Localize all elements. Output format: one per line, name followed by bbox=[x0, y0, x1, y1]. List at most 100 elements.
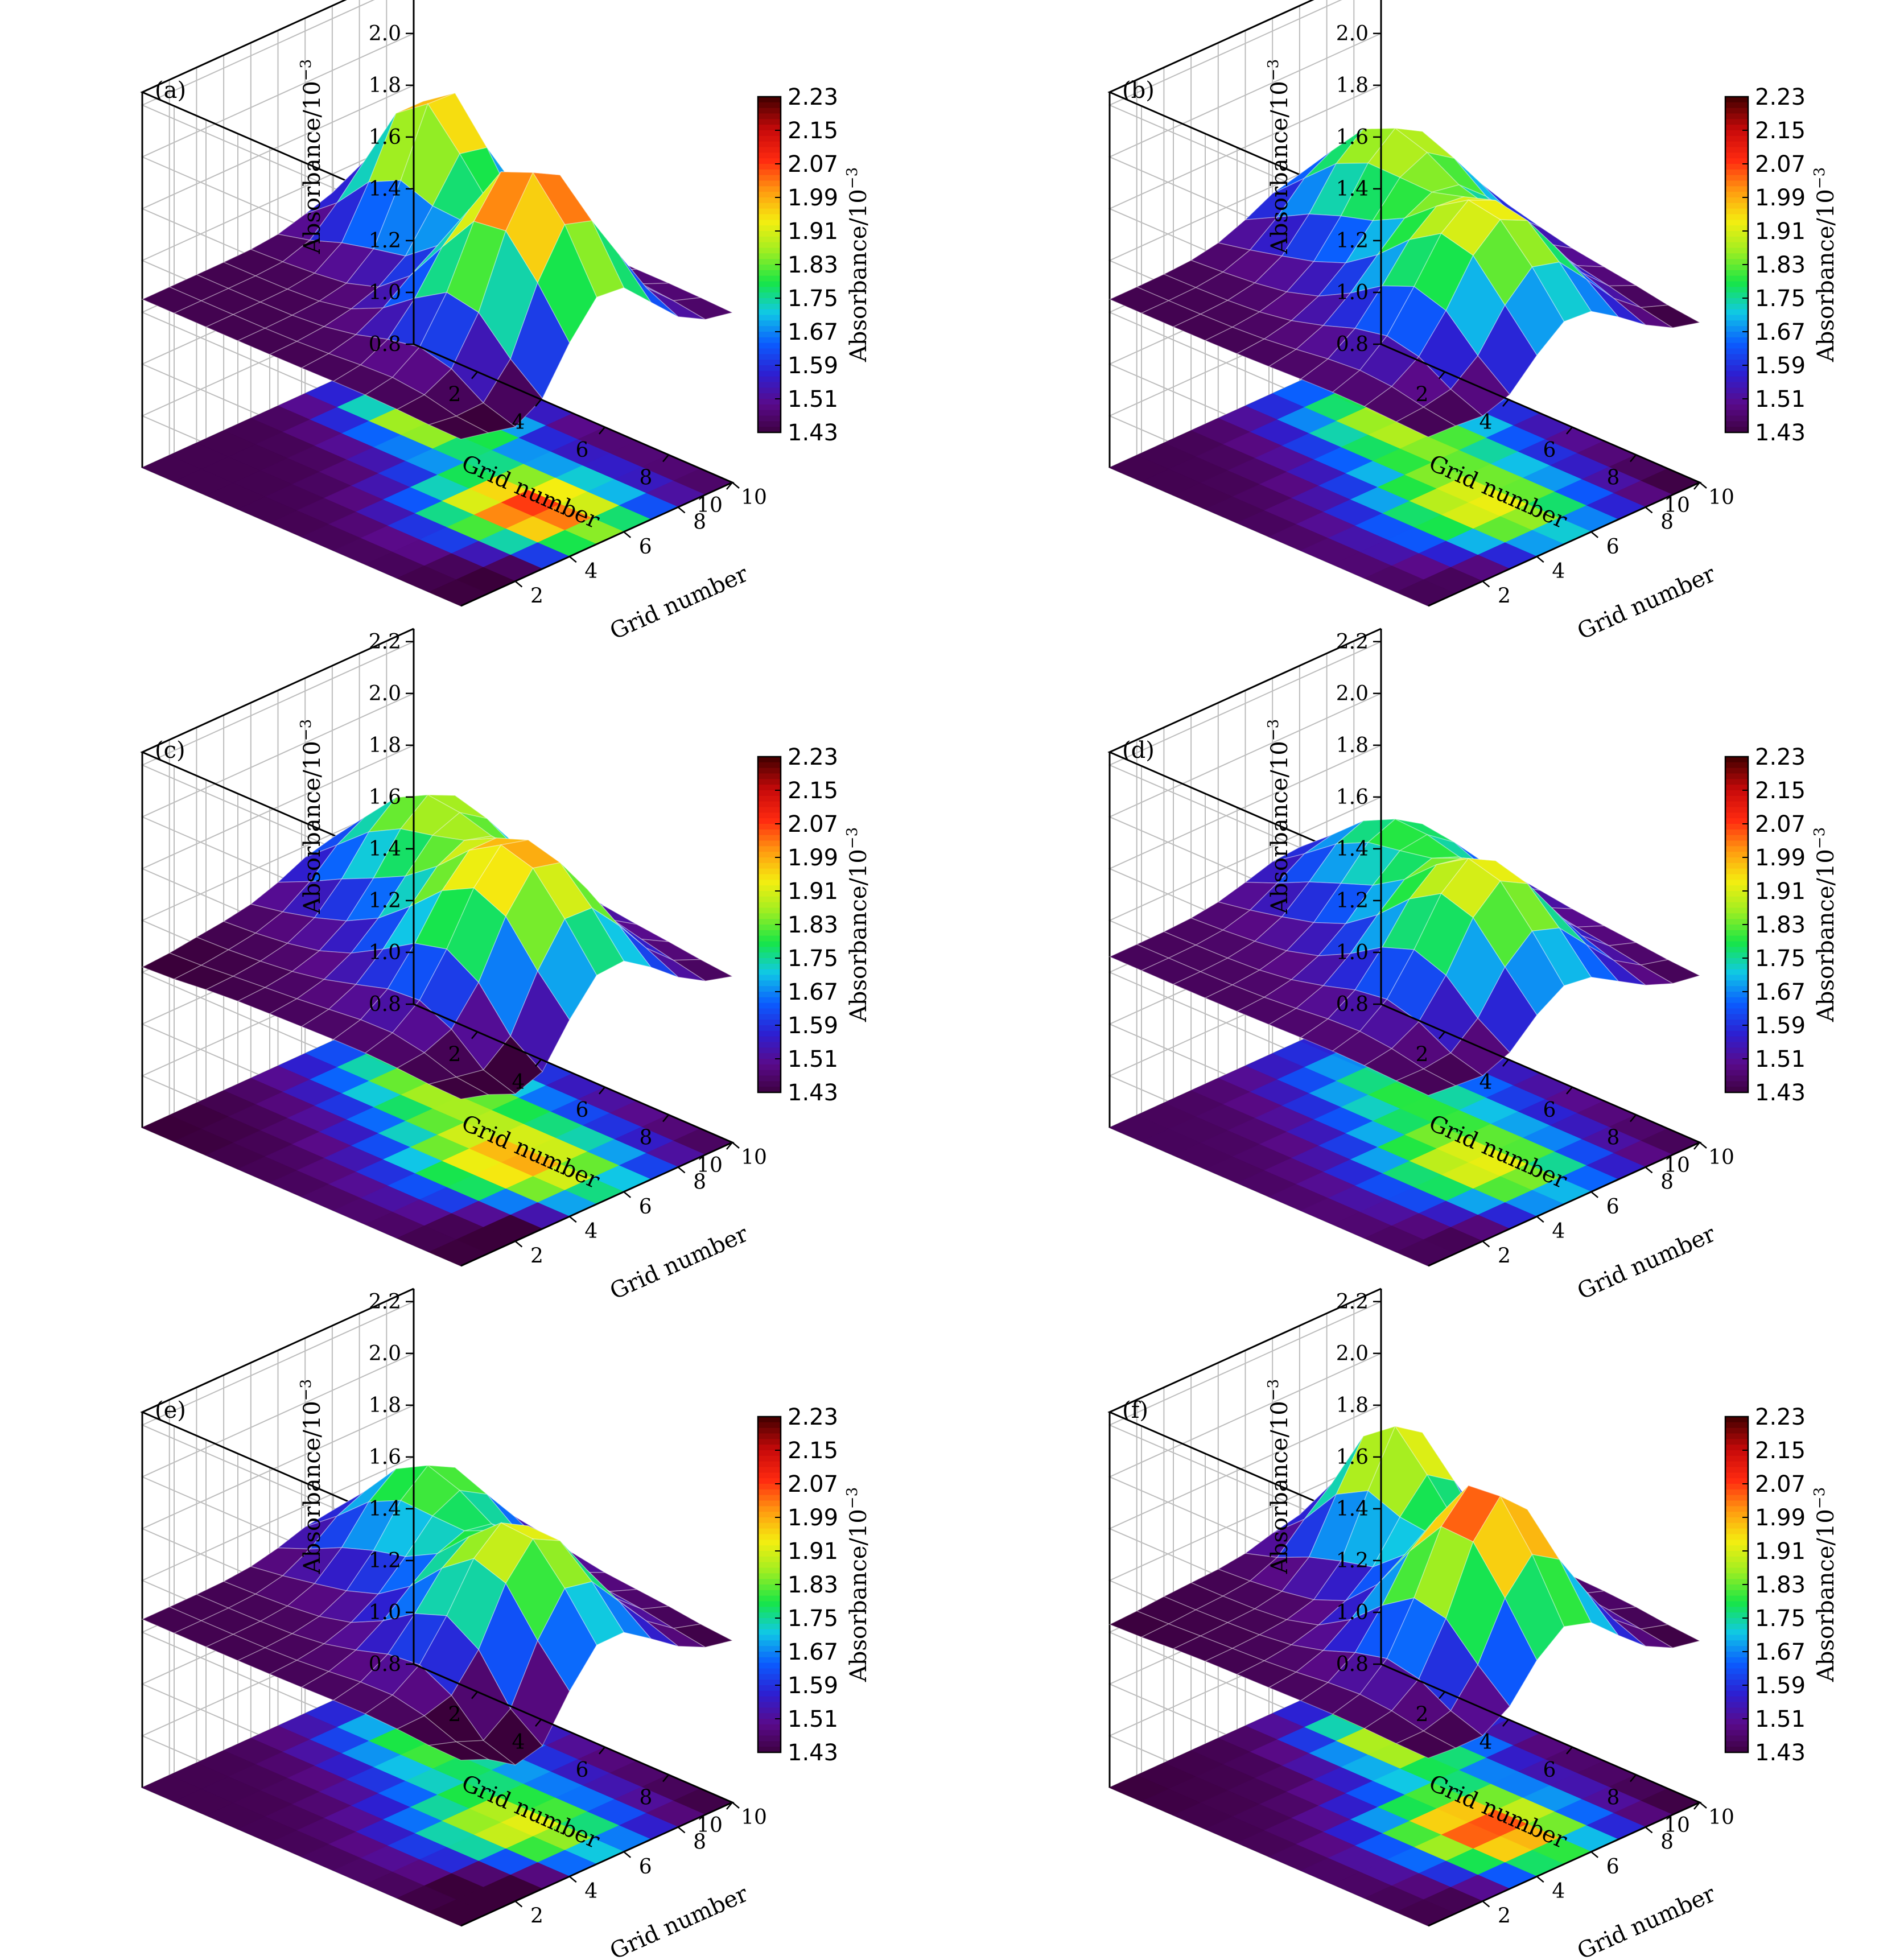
y-tick-label: 4 bbox=[584, 1220, 597, 1243]
colorbar-segment bbox=[758, 885, 781, 892]
colorbar-segment bbox=[758, 326, 781, 332]
colorbar-segment bbox=[1725, 186, 1748, 193]
surface-cell bbox=[646, 1620, 706, 1648]
y-tick-label: 6 bbox=[1606, 1195, 1619, 1219]
colorbar-segment bbox=[758, 1551, 781, 1557]
colorbar-segment bbox=[1725, 320, 1748, 327]
colorbar-segment bbox=[758, 1540, 781, 1546]
colorbar-segment bbox=[1725, 415, 1748, 422]
colorbar-segment bbox=[758, 175, 781, 181]
colorbar-segment bbox=[758, 332, 781, 338]
colorbar-segment bbox=[1725, 326, 1748, 332]
colorbar-segment bbox=[1725, 1635, 1748, 1641]
colorbar-segment bbox=[758, 125, 781, 131]
y-tick-label: 10 bbox=[741, 1146, 767, 1169]
colorbar-tick-label: 1.67 bbox=[1755, 319, 1806, 345]
colorbar-segment bbox=[1725, 102, 1748, 109]
colorbar-segment bbox=[1725, 1713, 1748, 1719]
z-tick-label: 1.8 bbox=[369, 734, 401, 757]
x-tick-label: 6 bbox=[1543, 1759, 1556, 1782]
colorbar-segment bbox=[1725, 801, 1748, 808]
x-tick bbox=[1630, 1114, 1637, 1123]
colorbar-segment bbox=[1725, 952, 1748, 959]
colorbar-segment bbox=[1725, 1562, 1748, 1569]
colorbar-tick-label: 1.75 bbox=[1755, 946, 1806, 972]
colorbar-segment bbox=[1725, 1551, 1748, 1557]
surface-cell bbox=[1586, 1591, 1646, 1647]
colorbar-segment bbox=[758, 1573, 781, 1580]
colorbar-segment bbox=[1725, 1540, 1748, 1546]
colorbar-segment bbox=[1725, 303, 1748, 310]
y-tick bbox=[1482, 1900, 1490, 1908]
colorbar-tick-label: 2.07 bbox=[788, 151, 838, 178]
colorbar-segment bbox=[758, 1053, 781, 1059]
chart-panel: 0.81.01.21.41.61.82.02.2246810246810Grid… bbox=[140, 0, 872, 645]
colorbar-segment bbox=[758, 298, 781, 304]
colorbar-tick-label: 1.67 bbox=[788, 319, 838, 345]
colorbar: 2.23 2.15 2.07 1.99 1.91 1.83 1.75 1.67 1.59 1.51… bbox=[757, 84, 872, 446]
colorbar-segment bbox=[1725, 907, 1748, 914]
colorbar-tick-label: 1.91 bbox=[1755, 218, 1806, 245]
x-tick-label: 4 bbox=[512, 1731, 525, 1754]
colorbar-segment bbox=[758, 941, 781, 948]
colorbar-segment bbox=[1725, 387, 1748, 394]
panel-label: (c) bbox=[155, 737, 186, 764]
colorbar-segment bbox=[758, 891, 781, 897]
colorbar-segment bbox=[1725, 1427, 1748, 1434]
z-tick-label: 2.0 bbox=[369, 682, 401, 705]
colorbar-segment bbox=[758, 975, 781, 981]
colorbar-segment bbox=[1725, 309, 1748, 316]
z-tick-label: 1.2 bbox=[1336, 889, 1369, 913]
colorbar-segment bbox=[1725, 997, 1748, 1004]
colorbar-segment bbox=[758, 1719, 781, 1725]
colorbar-tick-label: 1.59 bbox=[788, 1013, 838, 1039]
colorbar-segment bbox=[758, 410, 781, 416]
colorbar-segment bbox=[1725, 1601, 1748, 1608]
colorbar-segment bbox=[1725, 399, 1748, 405]
colorbar-segment bbox=[1725, 1573, 1748, 1580]
surface-cell bbox=[591, 1581, 652, 1640]
y-tick bbox=[623, 531, 632, 538]
surface-cell bbox=[671, 297, 734, 320]
colorbar-segment bbox=[1725, 1646, 1748, 1652]
colorbar-segment bbox=[1725, 1629, 1748, 1636]
y-tick-label: 8 bbox=[1660, 1830, 1674, 1854]
surface-cell bbox=[1395, 1068, 1457, 1096]
x-tick-label: 4 bbox=[512, 1071, 525, 1094]
colorbar-tick-label: 1.51 bbox=[1755, 1706, 1806, 1732]
surface-cell bbox=[1450, 355, 1511, 417]
z-tick-label: 1.4 bbox=[1336, 178, 1369, 201]
colorbar-segment bbox=[1725, 97, 1748, 103]
colorbar-segment bbox=[1725, 1607, 1748, 1614]
colorbar-segment bbox=[1725, 1484, 1748, 1490]
y-tick-label: 8 bbox=[1660, 1170, 1674, 1194]
y-tick-label: 10 bbox=[1708, 486, 1734, 509]
chart-panel: 0.81.01.21.41.61.82.02.2246810246810Grid… bbox=[1107, 1288, 1839, 1960]
z-tick-label: 1.8 bbox=[369, 74, 401, 97]
colorbar-segment bbox=[1725, 1030, 1748, 1037]
y-tick bbox=[732, 482, 740, 489]
colorbar-segment bbox=[758, 1467, 781, 1474]
colorbar-segment bbox=[1725, 1702, 1748, 1709]
colorbar-tick-label: 1.75 bbox=[1755, 286, 1806, 312]
colorbar-tick-label: 1.83 bbox=[1755, 1572, 1806, 1598]
colorbar-segment bbox=[1725, 298, 1748, 304]
colorbar-segment bbox=[758, 421, 781, 428]
colorbar-segment bbox=[1725, 147, 1748, 154]
colorbar-segment bbox=[1725, 773, 1748, 780]
colorbar-segment bbox=[1725, 175, 1748, 181]
colorbar-segment bbox=[1725, 891, 1748, 897]
surface-cell bbox=[646, 947, 706, 981]
z-tick-label: 0.8 bbox=[369, 1653, 401, 1676]
colorbar-segment bbox=[1725, 253, 1748, 260]
y-tick bbox=[568, 556, 577, 563]
y-tick-label: 2 bbox=[1498, 1905, 1511, 1928]
colorbar-segment bbox=[1725, 1612, 1748, 1619]
colorbar-segment bbox=[758, 404, 781, 411]
colorbar-segment bbox=[1725, 1556, 1748, 1563]
y-tick bbox=[514, 1900, 523, 1908]
y-tick-label: 6 bbox=[639, 1195, 652, 1219]
colorbar-tick-label: 1.51 bbox=[1755, 1046, 1806, 1072]
colorbar-segment bbox=[1725, 1590, 1748, 1596]
